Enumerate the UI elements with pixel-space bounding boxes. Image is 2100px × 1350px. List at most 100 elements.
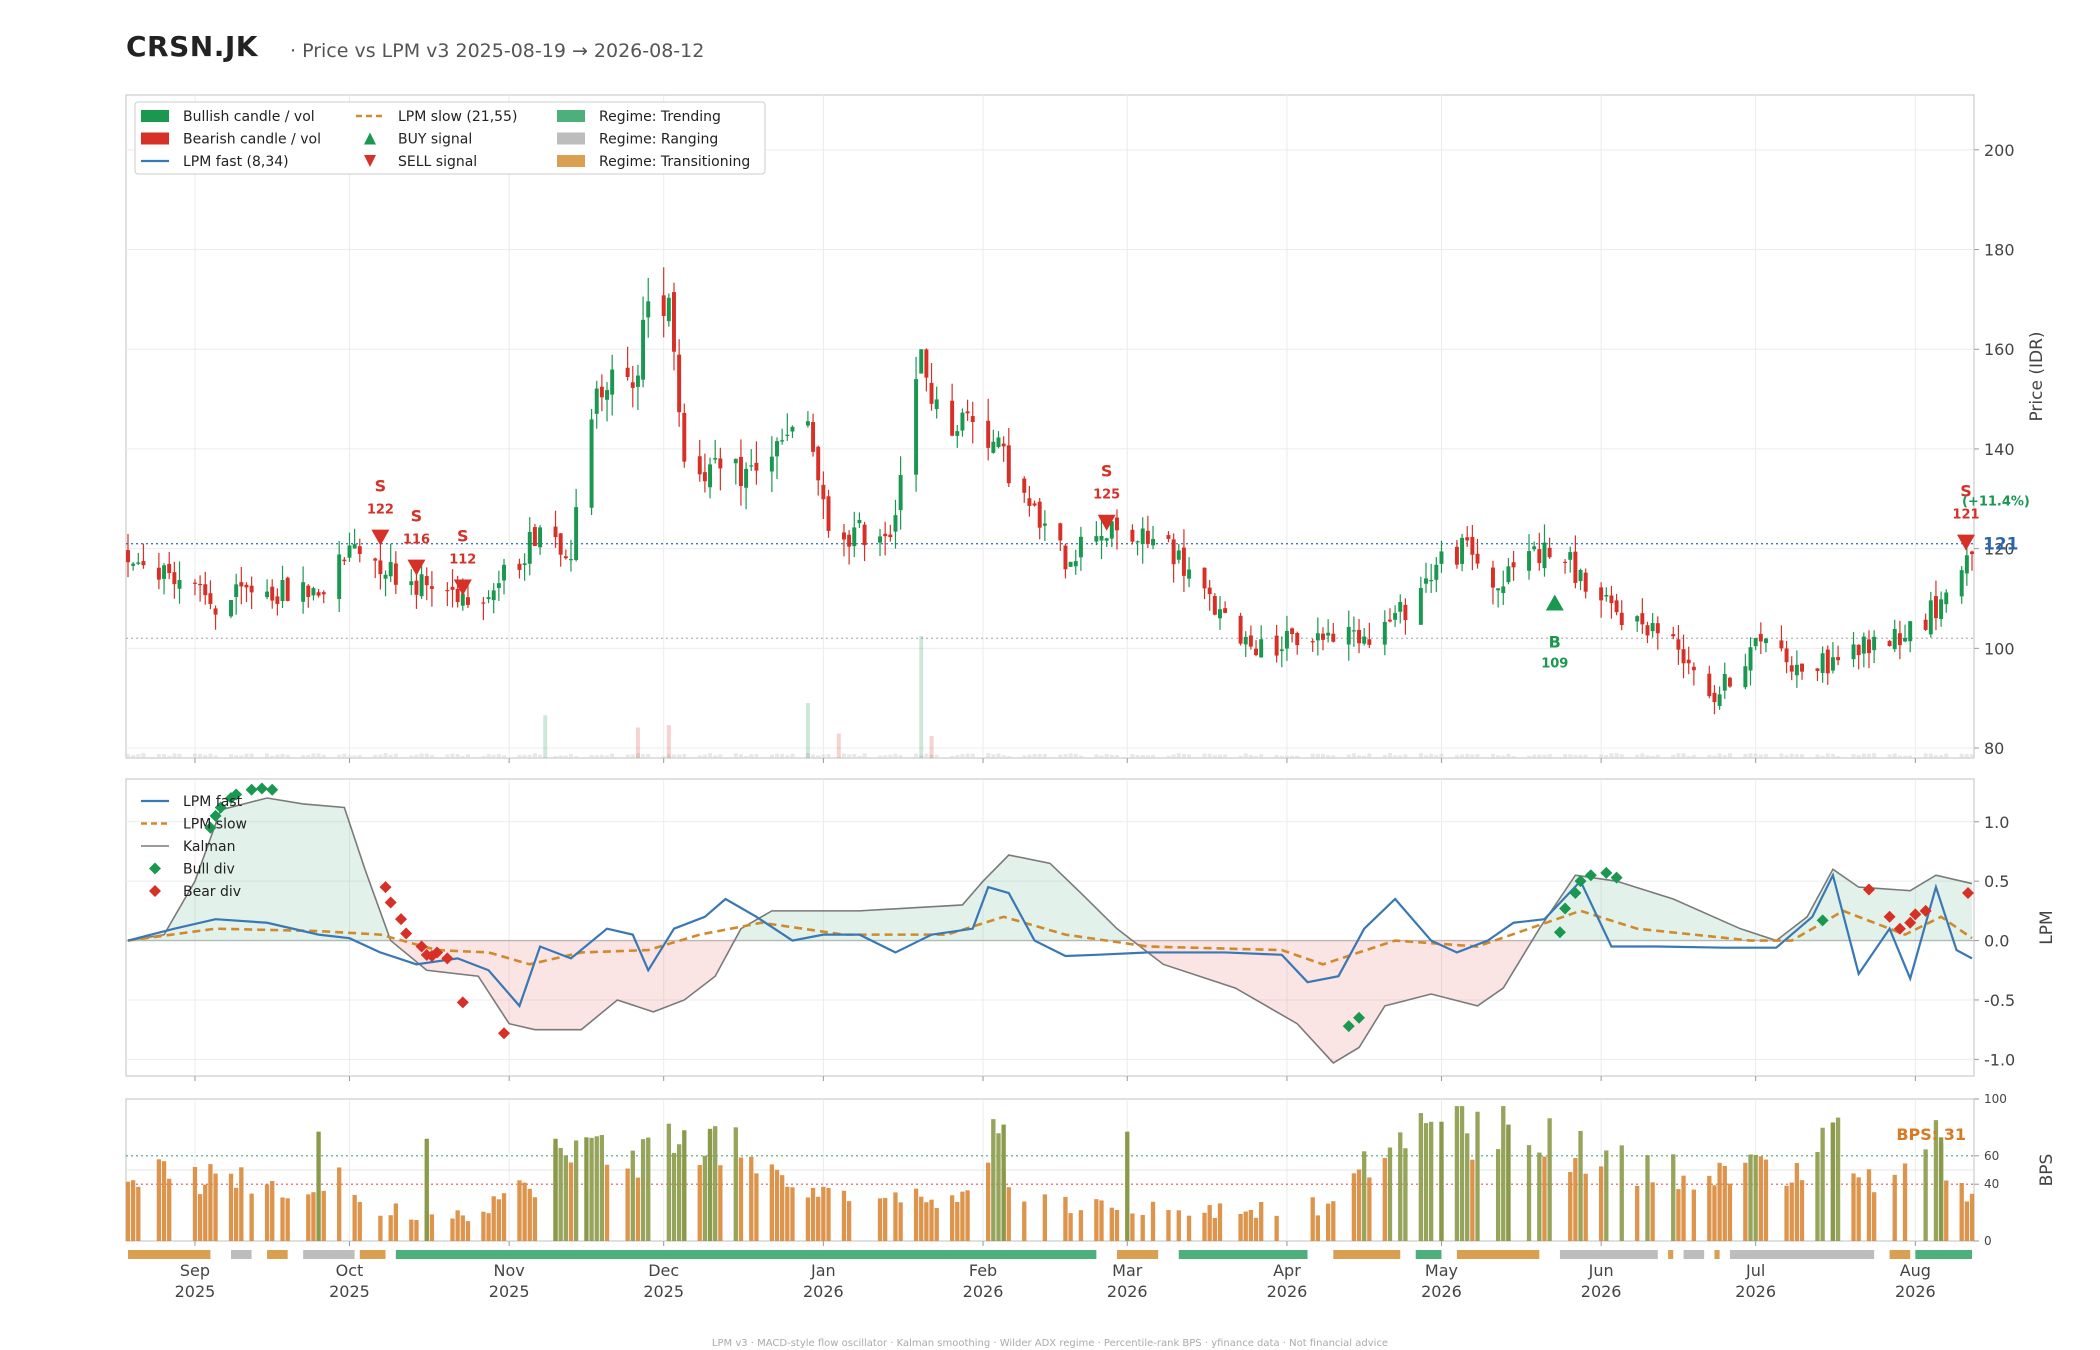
- volume-bar: [1527, 755, 1532, 758]
- volume-bar: [1928, 753, 1933, 758]
- candle-body: [229, 600, 233, 617]
- candle-body: [1403, 604, 1408, 620]
- bps-bar: [352, 1194, 357, 1241]
- volume-bar: [1114, 755, 1119, 758]
- volume-bar: [594, 755, 599, 758]
- y-tick-label: 40: [1984, 1177, 1999, 1191]
- volume-bar: [718, 754, 723, 758]
- candle-body: [960, 412, 965, 431]
- candle-body: [775, 441, 779, 457]
- volume-bar: [852, 753, 857, 758]
- x-tick-month: Sep: [180, 1261, 210, 1280]
- candle-body: [1836, 657, 1841, 661]
- volume-bar: [1290, 755, 1295, 758]
- candle-body: [1475, 553, 1480, 564]
- volume-bar: [1547, 753, 1552, 758]
- footer-note: LPM v3 · MACD-style flow oscillator · Ka…: [711, 1338, 1389, 1349]
- volume-bar: [1393, 755, 1398, 758]
- volume-bar: [203, 754, 208, 758]
- bps-bar: [996, 1133, 1001, 1241]
- legend-label: LPM fast (8,34): [183, 154, 289, 170]
- volume-bar: [383, 753, 388, 758]
- price-panel: 80 100 120 140 160 180 200 Price (IDR) 122 S 116 S 1…: [125, 94, 2047, 763]
- candle-body: [1743, 666, 1748, 688]
- candle-body: [373, 558, 378, 561]
- bps-bar-high: [1125, 1131, 1130, 1241]
- volume-bar: [1897, 755, 1902, 758]
- volume-bar: [301, 755, 306, 758]
- legend-swatch: [149, 885, 161, 897]
- bps-bar: [234, 1187, 239, 1241]
- candle-body: [1166, 535, 1171, 539]
- volume-bar: [1861, 753, 1866, 758]
- bps-bar-high: [584, 1137, 589, 1241]
- volume-bar: [1691, 754, 1696, 758]
- legend-label: SELL signal: [398, 154, 477, 170]
- x-tick-year: 2025: [329, 1282, 370, 1301]
- candle-body: [1027, 498, 1032, 506]
- bps-bar: [1691, 1189, 1697, 1241]
- bps-bar: [455, 1210, 460, 1241]
- bps-bar: [1166, 1210, 1171, 1241]
- volume-bar: [934, 754, 939, 758]
- bps-bar: [1403, 1148, 1408, 1241]
- bps-bar: [1794, 1163, 1800, 1241]
- candle-body: [1903, 637, 1908, 642]
- volume-bar: [527, 754, 532, 758]
- regime-segment-trending: [1178, 1250, 1308, 1259]
- bps-bar: [249, 1193, 254, 1241]
- candle-body: [1671, 634, 1676, 637]
- candle-body: [445, 590, 450, 592]
- volume-bar: [1794, 754, 1799, 758]
- candle-body: [1176, 550, 1181, 560]
- candle-body: [1022, 478, 1027, 493]
- volume-bar: [1001, 755, 1006, 758]
- bps-bar: [1645, 1155, 1650, 1241]
- x-tick-month: May: [1425, 1261, 1458, 1280]
- volume-bar: [1758, 754, 1763, 758]
- volume-bar: [1248, 754, 1253, 758]
- bps-bar: [702, 1155, 708, 1241]
- bps-bar: [666, 1123, 671, 1241]
- volume-bar: [1418, 753, 1423, 758]
- candle-body: [996, 437, 1001, 448]
- volume-bar: [126, 754, 130, 758]
- sell-signal-price: 122: [367, 503, 394, 518]
- candle-body: [553, 526, 558, 538]
- candle-body: [311, 588, 316, 596]
- bps-bar: [460, 1215, 465, 1241]
- candle-body: [893, 515, 898, 532]
- legend-label: Bearish candle / vol: [183, 132, 321, 148]
- bps-bar: [1495, 1149, 1501, 1241]
- bear-div-marker: [1893, 922, 1906, 935]
- volume-spike-bar: [836, 733, 841, 758]
- panel-frame: [125, 778, 1975, 1077]
- bps-bar: [960, 1191, 965, 1241]
- candle-body: [1547, 547, 1552, 558]
- candle-body: [1604, 594, 1609, 597]
- volume-bar: [821, 754, 826, 758]
- candle-body: [1655, 623, 1660, 634]
- volume-bar: [131, 755, 136, 758]
- volume-bar: [321, 754, 326, 758]
- candle-body: [270, 586, 275, 601]
- regime-segment-transitioning: [128, 1250, 211, 1259]
- candle-body: [502, 564, 506, 581]
- candle-body: [852, 527, 857, 547]
- candle-body: [414, 580, 419, 595]
- volume-bar: [1825, 753, 1830, 758]
- bps-bar: [738, 1157, 744, 1241]
- bps-bar: [754, 1173, 759, 1241]
- candle-body: [970, 416, 975, 423]
- bps-bar: [1856, 1177, 1861, 1241]
- volume-bar: [1187, 754, 1192, 758]
- volume-bar: [1094, 754, 1099, 758]
- volume-bar: [811, 754, 816, 758]
- y-tick-label: 60: [1984, 1149, 1999, 1163]
- candle-body: [1779, 640, 1784, 649]
- candle-body: [1099, 535, 1104, 541]
- volume-bar: [754, 754, 759, 758]
- volume-bar: [641, 754, 646, 758]
- candle-body: [1238, 615, 1243, 644]
- candle-body: [1722, 674, 1727, 691]
